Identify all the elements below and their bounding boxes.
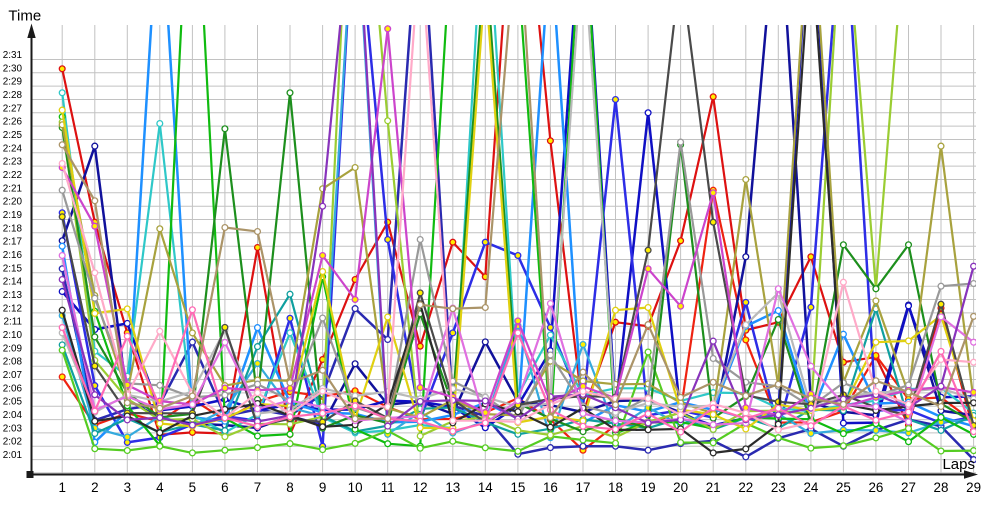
svg-text:2:24: 2:24: [3, 143, 23, 154]
svg-text:24: 24: [803, 480, 818, 495]
svg-text:2:29: 2:29: [3, 77, 23, 88]
svg-text:7: 7: [254, 480, 261, 495]
svg-text:2:09: 2:09: [3, 343, 23, 354]
svg-text:26: 26: [868, 480, 883, 495]
svg-text:2:15: 2:15: [3, 263, 23, 274]
svg-text:22: 22: [738, 480, 753, 495]
svg-text:8: 8: [286, 480, 293, 495]
svg-text:2:13: 2:13: [3, 290, 23, 301]
svg-text:3: 3: [124, 480, 131, 495]
svg-text:2:23: 2:23: [3, 157, 23, 168]
svg-text:14: 14: [478, 480, 493, 495]
svg-text:4: 4: [156, 480, 164, 495]
svg-text:1: 1: [58, 480, 65, 495]
svg-text:12: 12: [413, 480, 428, 495]
svg-text:2:08: 2:08: [3, 357, 23, 368]
svg-text:15: 15: [510, 480, 525, 495]
svg-text:2:26: 2:26: [3, 117, 23, 128]
svg-text:Time: Time: [8, 7, 41, 24]
svg-text:20: 20: [673, 480, 688, 495]
svg-text:2:18: 2:18: [3, 223, 23, 234]
svg-text:2:30: 2:30: [3, 63, 23, 74]
svg-text:2:12: 2:12: [3, 303, 22, 314]
svg-text:2:02: 2:02: [3, 437, 22, 448]
svg-text:2:05: 2:05: [3, 397, 23, 408]
svg-text:Laps: Laps: [942, 456, 975, 473]
svg-text:2:14: 2:14: [3, 277, 23, 288]
svg-text:5: 5: [189, 480, 196, 495]
svg-text:2:03: 2:03: [3, 423, 23, 434]
svg-text:23: 23: [771, 480, 786, 495]
svg-text:2:28: 2:28: [3, 90, 23, 101]
svg-text:11: 11: [381, 480, 395, 495]
svg-text:2:17: 2:17: [3, 237, 22, 248]
svg-text:19: 19: [641, 480, 656, 495]
svg-text:2:20: 2:20: [3, 197, 23, 208]
svg-text:2:19: 2:19: [3, 210, 23, 221]
svg-text:27: 27: [901, 480, 916, 495]
svg-text:2:11: 2:11: [4, 317, 23, 328]
svg-text:2:07: 2:07: [3, 370, 22, 381]
svg-text:2:25: 2:25: [3, 130, 23, 141]
svg-text:2:22: 2:22: [3, 170, 22, 181]
svg-text:25: 25: [836, 480, 851, 495]
svg-text:10: 10: [348, 480, 363, 495]
svg-text:18: 18: [608, 480, 623, 495]
svg-text:29: 29: [966, 480, 981, 495]
svg-text:21: 21: [706, 480, 721, 495]
svg-text:2:16: 2:16: [3, 250, 23, 261]
svg-text:2:04: 2:04: [3, 410, 23, 421]
svg-text:28: 28: [934, 480, 949, 495]
svg-text:2:01: 2:01: [3, 450, 23, 461]
svg-text:2:27: 2:27: [3, 103, 22, 114]
svg-text:6: 6: [221, 480, 228, 495]
svg-text:16: 16: [543, 480, 558, 495]
svg-text:2:31: 2:31: [3, 50, 23, 61]
svg-text:13: 13: [445, 480, 460, 495]
svg-text:2:10: 2:10: [3, 330, 23, 341]
svg-text:9: 9: [319, 480, 326, 495]
svg-text:2: 2: [91, 480, 98, 495]
svg-text:17: 17: [576, 480, 591, 495]
svg-text:2:06: 2:06: [3, 383, 23, 394]
svg-text:2:21: 2:21: [3, 183, 23, 194]
